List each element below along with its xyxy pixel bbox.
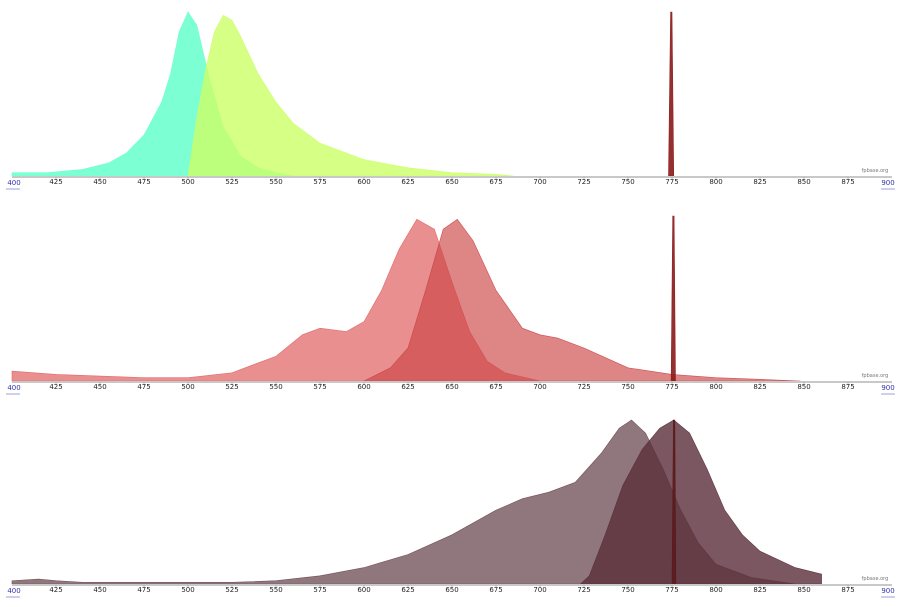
x-tick-label: 700 bbox=[533, 178, 546, 186]
spectrum-area-2-3 bbox=[670, 215, 676, 382]
x-tick-label: 750 bbox=[621, 178, 634, 186]
x-tick-label: 550 bbox=[269, 586, 282, 594]
x-tick-label: 700 bbox=[533, 586, 546, 594]
x-tick-label: 675 bbox=[489, 586, 502, 594]
x-tick-label: 650 bbox=[445, 178, 458, 186]
x-tick-label: 850 bbox=[797, 383, 810, 391]
x-tick-label: 625 bbox=[401, 178, 414, 186]
x-tick-label: 875 bbox=[841, 383, 854, 391]
x-tick-label: 500 bbox=[181, 586, 194, 594]
x-tick-label: 675 bbox=[489, 383, 502, 391]
spectrum-area-1-3 bbox=[668, 11, 675, 177]
x-range-min-label: 400 bbox=[7, 384, 20, 392]
x-tick-label: 775 bbox=[665, 383, 678, 391]
x-tick-label: 525 bbox=[225, 383, 238, 391]
x-tick-label: 525 bbox=[225, 178, 238, 186]
x-tick-label: 825 bbox=[753, 178, 766, 186]
x-range-min-label: 400 bbox=[7, 587, 20, 595]
x-tick-label: 475 bbox=[137, 586, 150, 594]
x-tick-label: 550 bbox=[269, 383, 282, 391]
watermark-text: fpbase.org bbox=[862, 168, 889, 174]
x-tick-label: 775 bbox=[665, 586, 678, 594]
watermark-text: fpbase.org bbox=[862, 576, 889, 582]
x-tick-label: 650 bbox=[445, 586, 458, 594]
x-tick-label: 825 bbox=[753, 383, 766, 391]
x-tick-label: 725 bbox=[577, 586, 590, 594]
x-tick-label: 600 bbox=[357, 383, 370, 391]
x-tick-label: 850 bbox=[797, 586, 810, 594]
spectrum-panel-2: 425 450 475 500 525 550 575 600 625 650 675 700 725 7… bbox=[6, 215, 895, 395]
x-range-max-label: 900 bbox=[881, 587, 894, 595]
x-range-min-label: 400 bbox=[7, 179, 20, 187]
x-tick-label: 575 bbox=[313, 178, 326, 186]
x-tick-label: 875 bbox=[841, 586, 854, 594]
x-tick-label: 750 bbox=[621, 383, 634, 391]
x-tick-label: 750 bbox=[621, 586, 634, 594]
spectrum-area-3-2 bbox=[579, 419, 822, 585]
x-range-max-label: 900 bbox=[881, 384, 894, 392]
x-tick-label: 475 bbox=[137, 383, 150, 391]
x-tick-label: 475 bbox=[137, 178, 150, 186]
x-tick-label: 775 bbox=[665, 178, 678, 186]
x-tick-label: 450 bbox=[93, 178, 106, 186]
x-tick-label: 800 bbox=[709, 586, 722, 594]
x-tick-label: 500 bbox=[181, 383, 194, 391]
x-tick-label: 725 bbox=[577, 178, 590, 186]
x-tick-label: 800 bbox=[709, 383, 722, 391]
spectrum-panel-3: 425 450 475 500 525 550 575 600 625 650 675 700 725 7… bbox=[6, 419, 895, 598]
x-tick-label: 450 bbox=[93, 383, 106, 391]
x-tick-label: 425 bbox=[49, 586, 62, 594]
spectrum-area-2-2 bbox=[363, 218, 801, 382]
x-tick-label: 575 bbox=[313, 586, 326, 594]
spectrum-panel-1: 425 450 475 500 525 550 575 600 625 650 675 700 725 7… bbox=[6, 11, 895, 190]
x-range-max-label: 900 bbox=[881, 179, 894, 187]
x-tick-label: 525 bbox=[225, 586, 238, 594]
x-tick-label: 425 bbox=[49, 178, 62, 186]
x-tick-label: 500 bbox=[181, 178, 194, 186]
x-tick-label: 550 bbox=[269, 178, 282, 186]
watermark-text: fpbase.org bbox=[862, 373, 889, 379]
x-tick-label: 600 bbox=[357, 586, 370, 594]
x-tick-label: 850 bbox=[797, 178, 810, 186]
x-tick-label: 650 bbox=[445, 383, 458, 391]
spectrum-area-1-2 bbox=[187, 14, 514, 177]
x-tick-label: 625 bbox=[401, 383, 414, 391]
x-tick-label: 600 bbox=[357, 178, 370, 186]
x-tick-label: 800 bbox=[709, 178, 722, 186]
x-tick-label: 450 bbox=[93, 586, 106, 594]
x-tick-label: 700 bbox=[533, 383, 546, 391]
x-tick-label: 425 bbox=[49, 383, 62, 391]
x-tick-label: 575 bbox=[313, 383, 326, 391]
x-tick-label: 825 bbox=[753, 586, 766, 594]
x-tick-label: 725 bbox=[577, 383, 590, 391]
x-tick-label: 675 bbox=[489, 178, 502, 186]
x-tick-label: 625 bbox=[401, 586, 414, 594]
x-tick-label: 875 bbox=[841, 178, 854, 186]
